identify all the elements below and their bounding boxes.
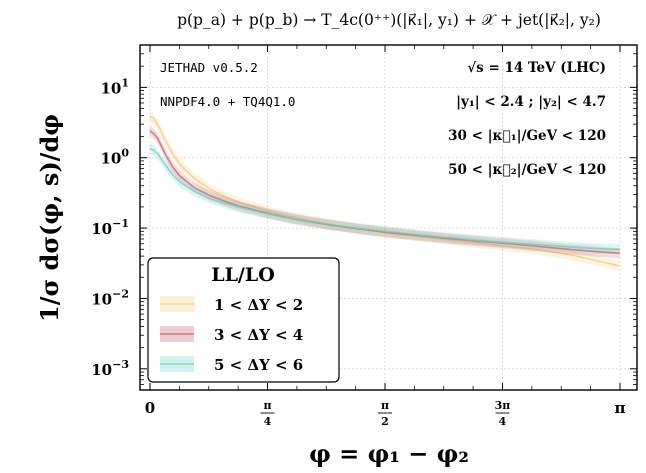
y-tick-label: 100 [100,147,129,168]
plot-frame [139,44,638,391]
annotation-kappa1: 30 < |κ⃗₁|/GeV < 120 [448,128,606,144]
x-tick-label-den: 4 [499,415,507,428]
x-tick-label-num: π [381,399,389,412]
legend-items: 1 < ΔY < 2 3 < ΔY < 4 5 < ΔY < 6 [160,296,303,374]
y-axis-label: 1/σ dσ(φ, s)/dφ [35,114,64,322]
x-tick-label-num: π [263,399,271,412]
legend-box [147,257,340,383]
x-tick-label-den: 4 [264,415,272,428]
y-tick-label: 101 [100,76,129,97]
annotation-rapidity: |y₁| < 2.4 ; |y₂| < 4.7 [456,94,606,110]
chart-title: p(p_a) + p(p_b) → T_4c(0⁺⁺)(|κ⃗₁|, y₁) +… [177,11,601,29]
annotation-kappa2: 50 < |κ⃗₂|/GeV < 120 [448,162,606,178]
legend: LL/LO 1 < ΔY < 2 3 < ΔY < 4 5 < ΔY < 6 [147,257,340,383]
x-tick-label-den: 2 [381,415,389,428]
legend-title: LL/LO [211,264,275,286]
y-tick-label: 10−3 [91,358,129,379]
x-tick-label-num: 3π [495,399,511,412]
legend-label: 1 < ΔY < 2 [214,296,303,314]
annotation-energy: √s = 14 TeV (LHC) [467,60,606,76]
series-line-3 [149,147,620,251]
x-axis-label: φ = φ₁ − φ₂ [309,439,469,468]
x-tick-label: 0 [145,399,155,417]
y-tick-label: 10−2 [91,287,129,308]
annotation-code: JETHAD v0.5.2 [160,60,258,75]
annotation-pdf: NNPDF4.0 + TQ4Q1.0 [160,94,295,109]
y-tick-label: 10−1 [91,217,129,238]
legend-label: 5 < ΔY < 6 [214,356,303,374]
legend-label: 3 < ΔY < 4 [214,326,303,344]
series-band-3 [150,143,620,255]
series-layer [149,111,620,271]
x-tick-label: π [615,399,626,417]
grid [140,45,637,390]
series-line-1 [149,115,620,267]
